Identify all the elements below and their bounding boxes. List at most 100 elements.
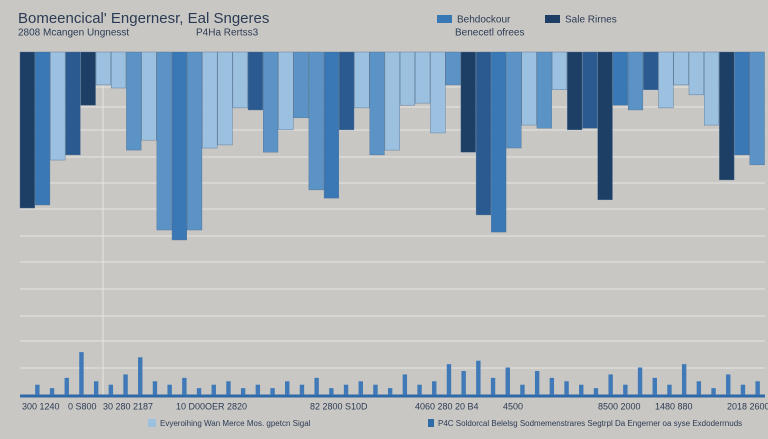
spike [461,370,466,395]
bar [673,51,689,86]
bar [50,51,66,161]
bar [567,51,583,131]
x-tick-label: 8500 2000 [598,401,641,411]
bar [627,51,644,111]
spike [182,377,187,395]
spike [432,381,437,395]
bar [202,51,218,149]
note-swatch [428,419,434,427]
legend-note: Benecetl ofrees [455,28,525,39]
spike [93,381,99,395]
spike [726,374,731,395]
bar [354,51,370,109]
bar [597,51,613,201]
x-tick-label: 10 D00OER 2820 [176,401,247,411]
bar [187,51,203,231]
spike [240,388,246,395]
bar [217,51,233,146]
spike [387,388,393,395]
note: Evyeroihing Wan Merce Mos. gpetcn Sigal [160,419,311,428]
spike [549,377,555,395]
spike [211,384,216,395]
spike [476,360,481,395]
bar [65,51,81,156]
bar [19,51,35,209]
legend-swatch [437,15,452,23]
spike [681,364,687,395]
spike [329,388,334,395]
spike [490,377,496,395]
spike [285,381,290,395]
bar [369,51,385,156]
bar [506,51,522,149]
spike [520,384,525,395]
spike [49,388,55,395]
spike [608,374,613,395]
bar [734,51,750,156]
bar [156,51,172,231]
spike [299,384,305,395]
bar [719,51,735,181]
bar [749,51,765,166]
bar [658,51,674,109]
x-tick-label: 4060 280 20 B4 [415,401,479,411]
chart-title: Bomeencical' Engernesr, Eal Sngeres [18,10,269,27]
bar [703,51,720,126]
spike [402,374,408,395]
bar [430,51,446,134]
bar [95,51,111,86]
bar [111,51,127,89]
bar [323,51,339,199]
note: P4C Soldorcal Belelsg Sodmemenstrares Se… [438,419,742,428]
x-tick-label: 30 280 2187 [103,401,153,411]
bar [415,51,431,104]
legend-label: Behdockour [457,15,511,26]
spike [711,388,716,395]
spike [79,352,84,395]
bar [339,51,355,131]
bar [643,51,659,90]
bar [612,51,628,106]
bar [582,51,598,129]
spike [196,388,202,395]
spike [623,384,628,395]
bar [293,51,309,119]
spike [226,381,231,395]
spike [637,367,643,395]
spike [564,381,569,395]
bar [308,51,324,191]
bar [278,51,294,131]
bar [551,51,568,90]
bar [263,51,279,153]
x-tick-label: 300 1240 [22,401,60,411]
spike [314,377,319,395]
spike [123,374,128,395]
spike [446,364,452,395]
bar [126,51,142,151]
bar [247,51,263,111]
spike [270,388,275,395]
bar [399,51,416,106]
spike [167,384,172,395]
spike [358,381,363,395]
bar [475,51,492,216]
x-tick-label: 2018 2600 [727,401,768,411]
x-tick-label: 4500 [503,401,523,411]
spike [579,384,584,395]
bar [445,51,461,86]
spike [593,388,599,395]
spike [108,384,114,395]
spike [696,381,702,395]
legend-swatch [545,15,560,23]
spike [35,384,40,395]
spike [64,377,69,395]
bar [232,51,248,109]
bar [384,51,400,151]
bar [491,51,507,233]
spike [755,381,760,395]
x-tick-label: 1480 880 [655,401,693,411]
subtitle: 2808 Mcangen Ungnesst [18,28,129,39]
subtitle: P4Ha Rertss3 [196,28,259,39]
spike [417,384,422,395]
